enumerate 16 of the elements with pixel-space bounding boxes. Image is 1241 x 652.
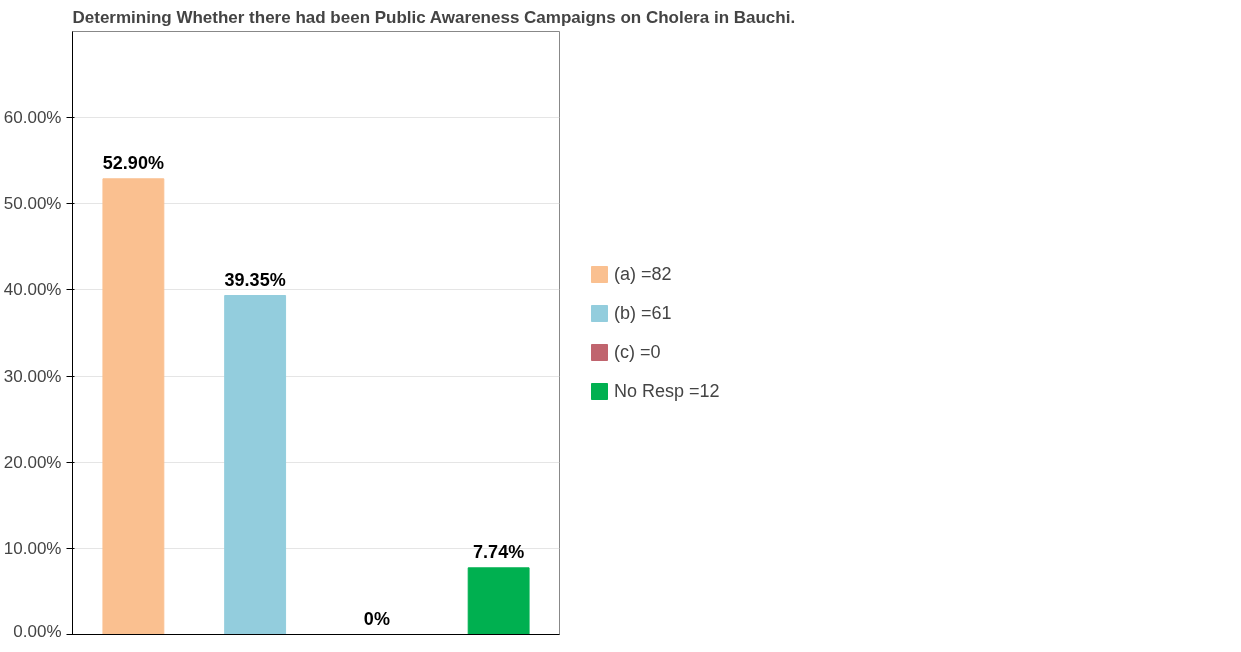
y-tick-label: 50.00% (3, 194, 62, 214)
data-label: 39.35% (224, 269, 286, 290)
y-tick-label: 20.00% (3, 452, 62, 472)
legend-label: (a) =82 (614, 263, 672, 285)
y-tick-label: 10.00% (3, 538, 62, 558)
y-tick-label: 40.00% (3, 280, 62, 300)
chart-title: Determining Whether there had been Public Awareness Campaigns on Cholera in Bauchi. (72, 7, 796, 27)
legend-label: (b) =61 (614, 302, 672, 324)
y-tick-label: 60.00% (3, 108, 62, 128)
data-label: 52.90% (102, 152, 164, 173)
data-label: 7.74% (473, 541, 525, 562)
data-label: 0% (363, 608, 390, 629)
y-tick-label: 0.00% (13, 621, 62, 641)
legend-label: (c) =0 (614, 341, 661, 363)
legend-label: No Resp =12 (614, 380, 720, 402)
y-tick-label: 30.00% (3, 366, 62, 386)
